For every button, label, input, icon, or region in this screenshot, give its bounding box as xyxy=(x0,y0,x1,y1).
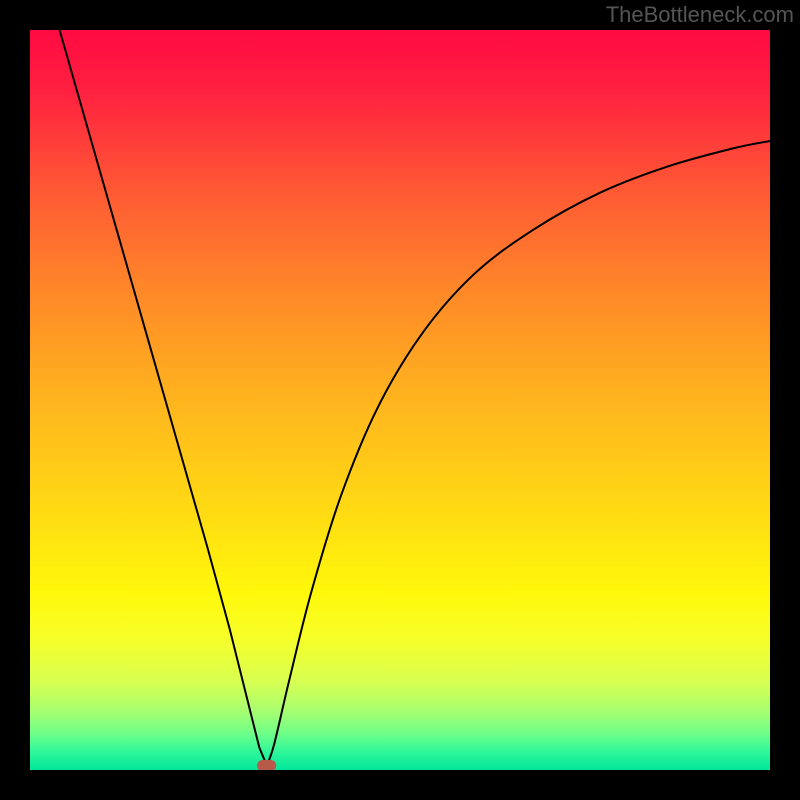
vertex-marker-shape xyxy=(257,760,276,770)
curve-left-branch xyxy=(60,30,267,766)
watermark-text: TheBottleneck.com xyxy=(606,2,794,28)
curve-layer xyxy=(30,30,770,770)
stage: TheBottleneck.com xyxy=(0,0,800,800)
vertex-marker xyxy=(256,759,278,770)
plot-area xyxy=(30,30,770,770)
curve-right-branch xyxy=(267,141,770,766)
